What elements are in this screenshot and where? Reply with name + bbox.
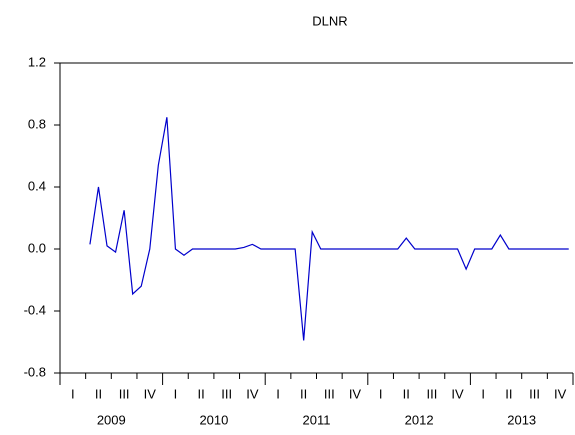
x-tick-label: IV (246, 386, 259, 401)
y-tick-label: 0.4 (28, 178, 46, 193)
x-year-label: 2010 (199, 412, 228, 427)
x-tick-label: II (300, 386, 307, 401)
y-tick-label: 0.0 (28, 240, 46, 255)
data-line (89, 117, 569, 341)
x-year-label: 2011 (303, 412, 331, 427)
x-tick-label: II (403, 386, 410, 401)
x-tick-label: III (529, 386, 540, 401)
x-tick-label: II (505, 386, 512, 401)
y-tick-label: 1.2 (28, 54, 46, 69)
x-tick-label: III (221, 386, 232, 401)
x-tick-label: I (174, 386, 178, 401)
x-tick-label: II (197, 386, 204, 401)
x-year-label: 2012 (405, 412, 434, 427)
x-tick-label: IV (554, 386, 567, 401)
x-tick-label: II (95, 386, 102, 401)
x-tick-label: I (379, 386, 383, 401)
x-tick-label: I (481, 386, 485, 401)
x-tick-label: IV (144, 386, 157, 401)
x-tick-label: III (119, 386, 130, 401)
x-tick-label: IV (349, 386, 362, 401)
chart-title: DLNR (312, 13, 347, 28)
y-tick-label: -0.4 (24, 302, 46, 317)
x-tick-label: III (427, 386, 438, 401)
x-tick-label: I (71, 386, 75, 401)
y-tick-label: 0.8 (28, 116, 46, 131)
x-year-label: 2013 (507, 412, 536, 427)
x-tick-label: IV (451, 386, 464, 401)
x-year-label: 2009 (97, 412, 126, 427)
y-tick-label: -0.8 (24, 364, 46, 379)
x-tick-label: III (324, 386, 335, 401)
x-tick-label: I (276, 386, 280, 401)
